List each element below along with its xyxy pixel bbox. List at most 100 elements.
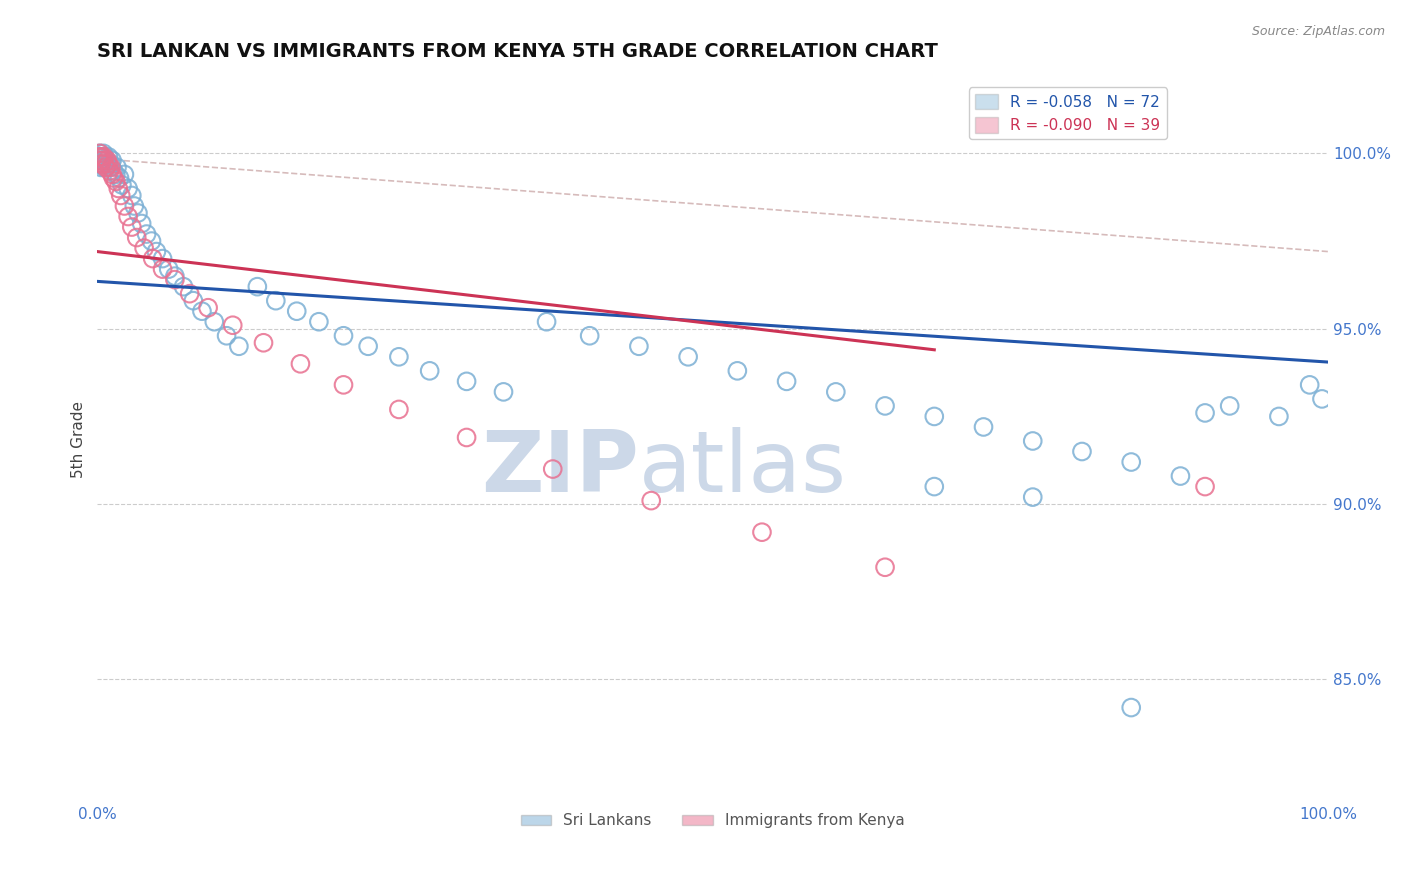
Point — [98, 161, 121, 175]
Point — [824, 384, 846, 399]
Point — [157, 262, 180, 277]
Point — [578, 328, 600, 343]
Point — [1022, 490, 1045, 504]
Point — [1194, 406, 1216, 420]
Point — [1071, 444, 1094, 458]
Point — [93, 150, 115, 164]
Point — [89, 146, 111, 161]
Point — [627, 339, 650, 353]
Point — [98, 164, 121, 178]
Point — [332, 328, 354, 343]
Point — [456, 375, 478, 389]
Text: SRI LANKAN VS IMMIGRANTS FROM KENYA 5TH GRADE CORRELATION CHART: SRI LANKAN VS IMMIGRANTS FROM KENYA 5TH … — [97, 42, 938, 61]
Point — [100, 161, 122, 175]
Point — [1121, 700, 1143, 714]
Point — [141, 234, 163, 248]
Point — [308, 315, 330, 329]
Point — [222, 318, 245, 333]
Legend: Sri Lankans, Immigrants from Kenya: Sri Lankans, Immigrants from Kenya — [515, 807, 911, 835]
Point — [142, 252, 165, 266]
Point — [90, 161, 112, 175]
Point — [131, 217, 153, 231]
Y-axis label: 5th Grade: 5th Grade — [72, 401, 86, 478]
Point — [388, 402, 411, 417]
Point — [93, 146, 115, 161]
Point — [173, 279, 195, 293]
Point — [107, 181, 129, 195]
Point — [103, 170, 125, 185]
Point — [117, 210, 139, 224]
Point — [145, 244, 167, 259]
Point — [1268, 409, 1291, 424]
Point — [191, 304, 214, 318]
Point — [112, 168, 135, 182]
Point — [922, 479, 945, 493]
Text: ZIP: ZIP — [481, 426, 638, 509]
Text: atlas: atlas — [638, 426, 846, 509]
Point — [152, 262, 174, 277]
Point — [110, 188, 132, 202]
Point — [135, 227, 157, 241]
Point — [121, 220, 143, 235]
Point — [117, 181, 139, 195]
Point — [183, 293, 205, 308]
Point — [124, 199, 146, 213]
Point — [127, 206, 149, 220]
Point — [419, 364, 441, 378]
Point — [93, 153, 115, 168]
Point — [197, 301, 219, 315]
Point — [91, 153, 114, 168]
Point — [105, 161, 128, 175]
Point — [101, 153, 124, 168]
Point — [94, 153, 117, 168]
Point — [775, 375, 797, 389]
Point — [93, 161, 115, 175]
Point — [89, 150, 111, 164]
Point — [541, 462, 564, 476]
Point — [264, 293, 287, 308]
Point — [1022, 434, 1045, 448]
Point — [751, 525, 773, 540]
Point — [285, 304, 308, 318]
Point — [125, 230, 148, 244]
Point — [97, 150, 120, 164]
Point — [89, 153, 111, 168]
Point — [215, 328, 238, 343]
Point — [121, 188, 143, 202]
Point — [1298, 377, 1320, 392]
Point — [134, 241, 156, 255]
Point — [93, 157, 115, 171]
Point — [163, 272, 186, 286]
Text: Source: ZipAtlas.com: Source: ZipAtlas.com — [1251, 25, 1385, 38]
Point — [103, 164, 125, 178]
Point — [163, 269, 186, 284]
Point — [104, 174, 127, 188]
Point — [91, 157, 114, 171]
Point — [676, 350, 699, 364]
Point — [640, 493, 662, 508]
Point — [536, 315, 558, 329]
Point — [388, 350, 411, 364]
Point — [246, 279, 269, 293]
Point — [90, 157, 112, 171]
Point — [96, 157, 118, 171]
Point — [104, 168, 127, 182]
Point — [90, 150, 112, 164]
Point — [90, 153, 112, 168]
Point — [179, 286, 201, 301]
Point — [152, 252, 174, 266]
Point — [1219, 399, 1241, 413]
Point — [91, 150, 114, 164]
Point — [112, 199, 135, 213]
Point — [87, 157, 110, 171]
Point — [492, 384, 515, 399]
Point — [332, 377, 354, 392]
Point — [456, 430, 478, 444]
Point — [252, 335, 274, 350]
Point — [873, 560, 896, 574]
Point — [873, 399, 896, 413]
Point — [96, 153, 118, 168]
Point — [101, 168, 124, 182]
Point — [228, 339, 250, 353]
Point — [97, 157, 120, 171]
